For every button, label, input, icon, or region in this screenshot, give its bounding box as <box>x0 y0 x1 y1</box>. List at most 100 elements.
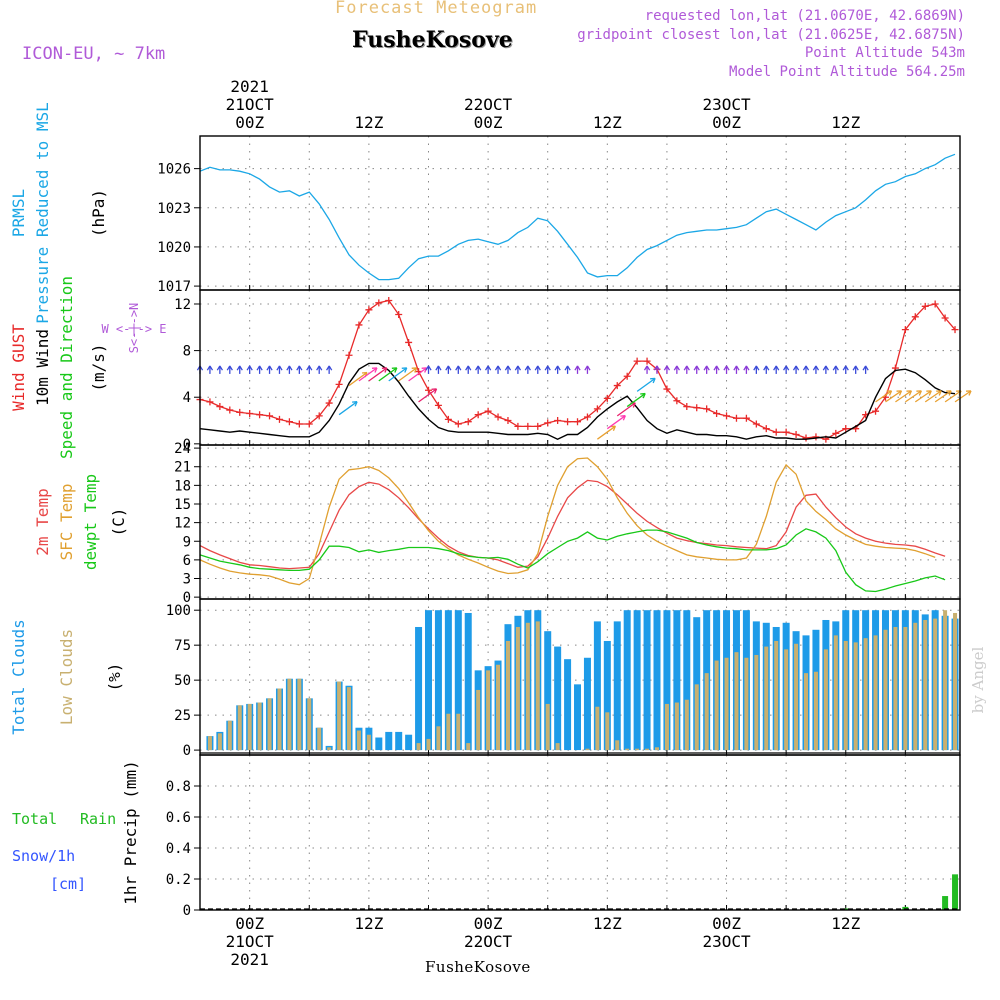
gust-point <box>872 407 880 415</box>
wind-arrow-head <box>822 365 830 371</box>
wind-arrow <box>597 425 616 440</box>
gust-point <box>434 401 442 409</box>
wind-arrow-head <box>306 365 313 371</box>
gust-point <box>275 415 283 423</box>
y-tick-label: 100 <box>166 603 191 619</box>
y-tick-label: 50 <box>174 673 191 689</box>
low-clouds-bar <box>903 626 908 751</box>
wind-arrow <box>616 402 636 417</box>
low-clouds-bar <box>496 664 501 751</box>
y-tick-label: 25 <box>174 708 191 724</box>
wind-arrow <box>885 390 902 403</box>
y-axis-label: (%) <box>105 663 124 692</box>
x-axis-label-top: 12Z <box>354 113 383 132</box>
wind-arrow-head <box>773 365 780 371</box>
y-tick-label: 15 <box>174 497 191 513</box>
gust-point <box>464 418 472 426</box>
precip-panel: 0 0.2 0.4 0.6 0.8 1hr Precip (mm) Total Rain Sno… <box>12 755 960 919</box>
y-tick-label: 0 <box>183 903 191 919</box>
gust-point <box>772 428 780 436</box>
chart-subtitle: Forecast Meteogram <box>335 0 538 18</box>
wind-arrow-head <box>916 390 922 396</box>
low-clouds-bar <box>456 713 461 751</box>
wind-arrow <box>914 390 932 403</box>
gust-point <box>623 372 631 380</box>
low-clouds-bar <box>416 743 421 751</box>
wind-arrow-head <box>812 365 820 371</box>
x-axis-label-bottom: 00Z <box>712 914 741 933</box>
y-tick-label: 0.8 <box>166 779 191 795</box>
wind-arrow <box>398 367 418 382</box>
x-axis-label-top: 12Z <box>593 113 622 132</box>
low-clouds-bar <box>217 733 222 751</box>
x-axis-label-bottom: 12Z <box>354 914 383 933</box>
total-clouds-bar <box>593 621 601 751</box>
total-clouds-bar <box>673 610 681 751</box>
gust-point <box>335 380 343 388</box>
y-axis-label: 2m Temp <box>33 488 52 555</box>
wind-arrow-head <box>411 367 418 373</box>
x-axis-label-bottom: 23OCT <box>702 932 751 951</box>
total-clouds-bar <box>385 731 393 751</box>
wind-arrow-head <box>504 365 512 371</box>
low-clouds-bar <box>794 643 799 751</box>
wind-arrow-head <box>352 401 358 407</box>
wind-arrow-head <box>465 365 472 371</box>
y-tick-label: 0.4 <box>166 841 191 857</box>
total-clouds-bar <box>643 610 651 751</box>
wind-arrow <box>378 367 398 382</box>
y-tick-label: 9 <box>183 534 191 550</box>
wind-arrow-head <box>246 365 253 371</box>
wind-arrow <box>358 367 378 382</box>
wind-arrow <box>895 390 912 403</box>
y-axis-label: Wind GUST <box>9 324 28 411</box>
low-clouds-bar <box>823 649 828 751</box>
low-clouds-bar <box>714 660 719 751</box>
x-axis-label-bottom: 00Z <box>474 914 503 933</box>
x-axis-label-top: 00Z <box>712 113 741 132</box>
low-clouds-bar <box>297 678 302 751</box>
total-clouds-bar <box>434 610 442 751</box>
wind-arrow-head <box>445 365 452 371</box>
x-axis-label-top: 2021 <box>230 77 269 96</box>
y-tick-label: 8 <box>183 344 191 360</box>
gust-point <box>593 405 601 413</box>
10m-wind-line <box>199 362 956 440</box>
low-clouds-bar <box>943 610 948 751</box>
gust-point <box>941 314 949 322</box>
x-axis-label-bottom: 2021 <box>230 950 269 969</box>
wind-arrow-head <box>494 365 502 371</box>
total-rain-bar <box>942 896 949 910</box>
wind-arrow-head <box>484 365 492 371</box>
x-axis-label-top: 12Z <box>831 113 860 132</box>
gust-point <box>484 407 492 415</box>
y-tick-label: 3 <box>183 572 191 588</box>
x-axis-label-bottom: 22OCT <box>464 932 513 951</box>
y-tick-label: 12 <box>174 516 191 532</box>
y-tick-label: 1023 <box>157 201 191 217</box>
wind-arrow-head <box>435 365 442 371</box>
y-tick-label: 24 <box>174 441 191 457</box>
wind-arrow <box>944 390 962 403</box>
model-label: ICON-EU, ~ 7km <box>22 44 166 64</box>
wind-arrow <box>388 367 408 382</box>
low-clouds-bar <box>207 736 212 751</box>
wind-arrow-head <box>216 365 224 371</box>
total-clouds-bar <box>683 610 691 751</box>
wind-arrow-head <box>276 365 283 371</box>
x-axis-label-top: 22OCT <box>464 95 513 114</box>
gust-point <box>355 321 363 329</box>
wind-arrow-head <box>554 365 561 371</box>
gust-point <box>603 394 611 402</box>
x-axis-label-top: 00Z <box>474 113 503 132</box>
total-clouds-bar <box>693 617 701 751</box>
wind-arrow-head <box>946 390 952 396</box>
wind-arrow-head <box>792 365 800 371</box>
wind-arrow-head <box>852 365 859 371</box>
compass-key-vertical: S<-|->N <box>127 303 141 354</box>
total-clouds-bar <box>564 659 572 751</box>
wind-arrow-head <box>832 365 839 371</box>
y-axis-label: (m/s) <box>89 343 108 391</box>
gust-point <box>782 428 790 436</box>
